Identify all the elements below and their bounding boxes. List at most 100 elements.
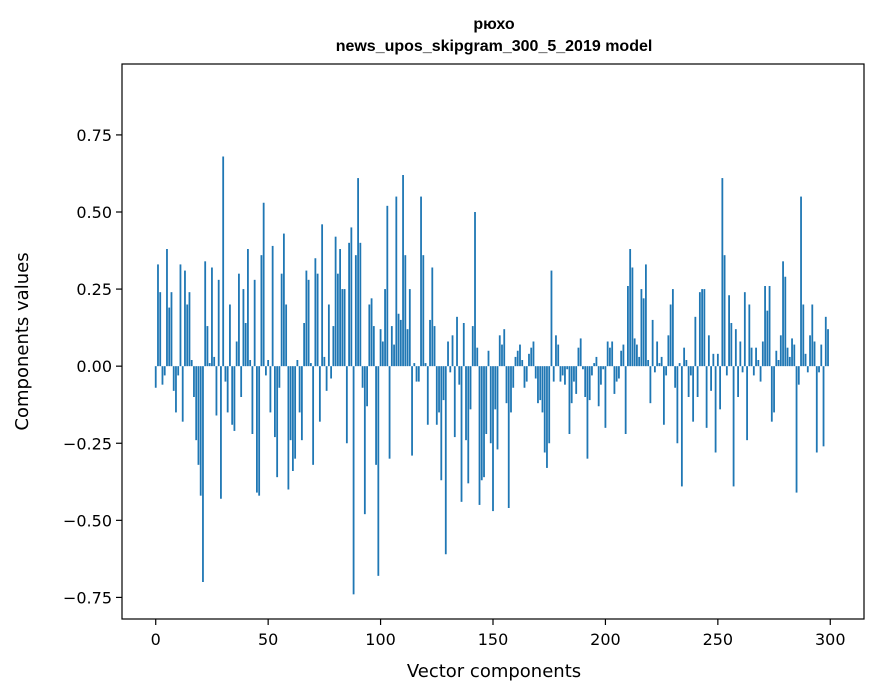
bar <box>199 366 202 496</box>
bar <box>743 292 746 367</box>
bar <box>159 292 162 367</box>
bar <box>420 196 422 367</box>
bar <box>208 363 211 367</box>
bar <box>406 329 409 367</box>
bar <box>820 344 823 367</box>
bar <box>417 366 420 382</box>
bar <box>519 344 521 367</box>
bar <box>678 363 681 367</box>
bar <box>296 360 299 367</box>
bar <box>584 366 587 397</box>
bar <box>660 356 663 367</box>
bar <box>172 366 175 391</box>
bar <box>631 267 634 367</box>
bar <box>537 366 539 404</box>
bar <box>256 366 258 493</box>
bar <box>579 338 582 367</box>
bar <box>397 313 400 367</box>
bar <box>462 323 465 367</box>
bar <box>651 319 654 367</box>
bar <box>732 366 735 487</box>
bar <box>251 366 254 434</box>
bar <box>487 350 490 367</box>
bar <box>316 273 319 367</box>
bar <box>710 366 712 391</box>
bar <box>739 341 742 367</box>
bar <box>361 366 364 388</box>
bar <box>415 366 418 382</box>
bar <box>242 289 245 367</box>
bar <box>653 366 656 373</box>
bar <box>444 366 447 555</box>
bar <box>797 366 800 385</box>
bar <box>240 366 243 397</box>
bar <box>746 366 748 441</box>
bar <box>438 366 440 413</box>
bar <box>528 353 530 367</box>
bar <box>352 366 355 595</box>
bar <box>624 366 627 434</box>
bar <box>350 227 353 367</box>
bar <box>615 366 618 382</box>
bar <box>588 366 591 401</box>
bar <box>193 366 195 397</box>
x-axis-label: Vector components <box>407 661 581 682</box>
bar <box>530 347 533 367</box>
y-axis: −0.75 −0.50 −0.25 0.00 0.25 0.50 0.75 <box>63 126 122 607</box>
bar <box>265 366 267 376</box>
bar <box>312 366 315 465</box>
bar <box>640 289 643 367</box>
bar <box>606 341 609 367</box>
bar <box>658 363 661 367</box>
bar <box>276 366 279 478</box>
bar <box>750 347 753 367</box>
plot-frame <box>121 63 865 620</box>
bar <box>757 360 760 367</box>
bar <box>496 366 499 450</box>
bar <box>345 366 348 444</box>
bar <box>793 344 796 367</box>
bar <box>377 366 380 576</box>
bar <box>770 366 773 422</box>
bar <box>712 353 715 367</box>
bar <box>447 341 449 367</box>
bar <box>269 366 272 413</box>
bar <box>305 270 308 367</box>
bar <box>818 366 820 373</box>
bar <box>683 347 686 367</box>
bar <box>505 366 508 404</box>
bar <box>386 205 389 367</box>
bar <box>667 335 670 367</box>
bar <box>714 366 717 453</box>
bar <box>485 366 488 434</box>
bar <box>330 366 333 379</box>
bar <box>154 366 157 388</box>
bar <box>786 347 789 367</box>
x-tick-label: 150 <box>478 630 509 649</box>
bar <box>325 366 328 391</box>
bar <box>761 341 764 367</box>
x-tick-label: 200 <box>590 630 621 649</box>
bar <box>723 255 726 367</box>
bar <box>480 366 483 481</box>
bar <box>822 366 825 447</box>
bar <box>181 366 184 422</box>
bar <box>476 347 479 367</box>
bar <box>215 366 218 416</box>
bar <box>168 307 171 367</box>
bar <box>573 366 575 382</box>
bar <box>411 366 413 456</box>
bar <box>604 366 607 428</box>
bar <box>390 326 393 367</box>
chart-title: рюхо <box>473 16 515 33</box>
bar <box>471 326 474 367</box>
bar <box>698 292 701 367</box>
bar <box>442 366 445 401</box>
bar <box>629 249 632 367</box>
bar <box>300 366 303 441</box>
bar <box>341 289 344 367</box>
bar <box>577 347 580 367</box>
bar <box>323 356 326 367</box>
bar <box>494 366 497 410</box>
bar <box>492 366 494 512</box>
